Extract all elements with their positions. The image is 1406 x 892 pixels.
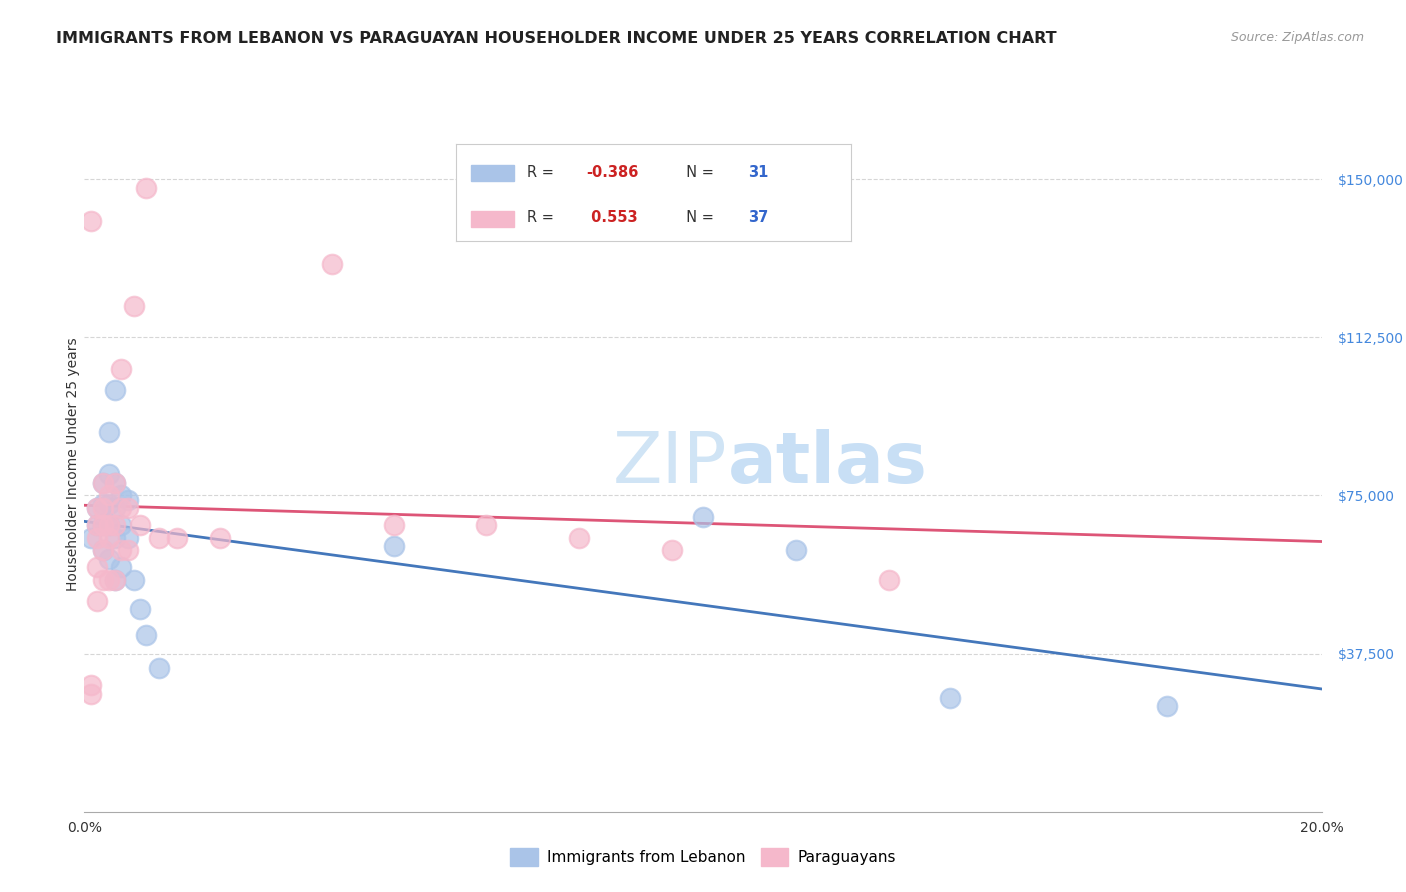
Point <box>568 531 591 545</box>
Point <box>98 467 121 482</box>
Point <box>91 475 114 490</box>
Point <box>91 475 114 490</box>
Point <box>91 573 114 587</box>
Point <box>79 531 101 545</box>
Point <box>86 518 108 533</box>
Point <box>110 543 132 558</box>
Point <box>98 551 121 566</box>
Point <box>129 602 152 616</box>
Point <box>91 501 114 516</box>
Text: 31: 31 <box>748 164 769 179</box>
Point <box>148 661 170 675</box>
Point <box>104 531 127 545</box>
Text: R =: R = <box>527 164 558 179</box>
Y-axis label: Householder Income Under 25 years: Householder Income Under 25 years <box>66 337 80 591</box>
Point <box>110 362 132 376</box>
Point <box>122 573 145 587</box>
Text: IMMIGRANTS FROM LEBANON VS PARAGUAYAN HOUSEHOLDER INCOME UNDER 25 YEARS CORRELAT: IMMIGRANTS FROM LEBANON VS PARAGUAYAN HO… <box>56 31 1057 46</box>
Point <box>692 509 714 524</box>
Text: atlas: atlas <box>728 429 928 499</box>
Point <box>104 475 127 490</box>
Point <box>86 518 108 533</box>
Point <box>110 501 132 516</box>
Point <box>91 543 114 558</box>
Point <box>877 573 900 587</box>
Text: 0.553: 0.553 <box>586 211 638 226</box>
Point <box>86 594 108 608</box>
Point <box>98 518 121 533</box>
Point <box>91 497 114 511</box>
Point <box>104 383 127 397</box>
Point <box>166 531 188 545</box>
Point <box>475 518 498 533</box>
Point <box>79 687 101 701</box>
Point <box>104 573 127 587</box>
Point <box>122 299 145 313</box>
Point <box>939 690 962 705</box>
Point <box>382 518 405 533</box>
Point <box>79 678 101 692</box>
Point <box>321 256 343 270</box>
Point <box>104 573 127 587</box>
Point <box>98 531 121 545</box>
Point <box>110 488 132 502</box>
Point <box>91 518 114 533</box>
Point <box>98 425 121 440</box>
Point <box>98 497 121 511</box>
Point <box>117 531 139 545</box>
Point <box>104 475 127 490</box>
Text: N =: N = <box>678 164 718 179</box>
Point <box>110 518 132 533</box>
Text: Source: ZipAtlas.com: Source: ZipAtlas.com <box>1230 31 1364 45</box>
Text: N =: N = <box>678 211 718 226</box>
Text: ZIP: ZIP <box>613 429 728 499</box>
Text: -0.386: -0.386 <box>586 164 638 179</box>
Point <box>86 501 108 516</box>
Point <box>1156 699 1178 714</box>
Point <box>135 627 157 641</box>
Point <box>98 488 121 502</box>
Point <box>79 214 101 228</box>
Point <box>86 501 108 516</box>
Point <box>117 492 139 507</box>
Point <box>98 518 121 533</box>
Point <box>148 531 170 545</box>
Point <box>135 180 157 194</box>
Point <box>91 518 114 533</box>
Point <box>104 518 127 533</box>
Point <box>98 573 121 587</box>
Bar <box>471 165 515 181</box>
Point <box>661 543 683 558</box>
Point <box>86 531 108 545</box>
Point <box>117 543 139 558</box>
Text: R =: R = <box>527 211 558 226</box>
Point <box>129 518 152 533</box>
Point <box>86 560 108 574</box>
Point <box>382 539 405 553</box>
Text: 37: 37 <box>748 211 769 226</box>
Point <box>209 531 232 545</box>
Point <box>91 543 114 558</box>
Point <box>110 560 132 574</box>
Legend: Immigrants from Lebanon, Paraguayans: Immigrants from Lebanon, Paraguayans <box>502 841 904 873</box>
Bar <box>471 211 515 227</box>
Point <box>117 501 139 516</box>
Point <box>104 501 127 516</box>
Point <box>785 543 807 558</box>
